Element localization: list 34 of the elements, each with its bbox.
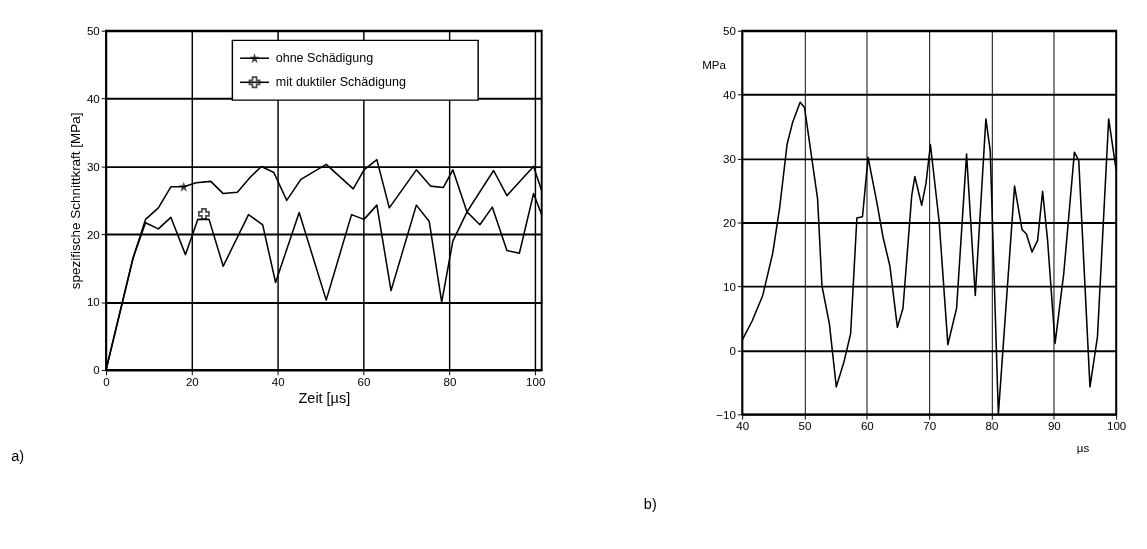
x-tick-label: 0 xyxy=(103,375,110,388)
y-tick-label: 40 xyxy=(86,92,100,105)
y-axis-title: spezifische Schnittkraft [MPa] xyxy=(68,112,84,290)
x-tick-label: 100 xyxy=(1107,420,1127,433)
y-tick-label: 10 xyxy=(86,296,100,309)
y-tick-label: 0 xyxy=(729,344,736,357)
x-tick-label: 100 xyxy=(526,375,546,388)
y-tick-label: −10 xyxy=(716,408,736,421)
x-tick-label: 60 xyxy=(860,420,874,433)
y-tick-label: 20 xyxy=(723,216,736,229)
y-tick-label: 30 xyxy=(723,152,736,165)
x-tick-label: 80 xyxy=(985,420,999,433)
y-tick-label: 50 xyxy=(723,25,736,38)
y-tick-label: 20 xyxy=(86,228,100,241)
text: b) xyxy=(643,495,657,512)
x-tick-label: 20 xyxy=(185,375,199,388)
x-axis-title: µs xyxy=(1076,442,1090,455)
legend-label: mit duktiler Schädigung xyxy=(275,75,406,90)
y-tick-label: 40 xyxy=(723,89,736,101)
x-tick-label: 90 xyxy=(1047,420,1061,433)
y-tick-label: 0 xyxy=(93,364,100,377)
y-tick-label: 10 xyxy=(723,280,736,293)
text: a) xyxy=(11,447,25,464)
x-axis-title: Zeit [µs] xyxy=(298,390,351,407)
y-tick-label: 30 xyxy=(86,160,100,173)
x-tick-label: 40 xyxy=(271,375,285,388)
x-tick-label: 40 xyxy=(736,420,750,433)
y-axis-title: MPa xyxy=(702,58,727,71)
x-tick-label: 70 xyxy=(923,420,937,433)
x-tick-label: 50 xyxy=(798,420,812,433)
x-tick-label: 80 xyxy=(443,375,457,388)
y-tick-label: 50 xyxy=(86,25,100,38)
x-tick-label: 60 xyxy=(357,375,371,388)
legend-label: ohne Schädigung xyxy=(275,51,374,66)
